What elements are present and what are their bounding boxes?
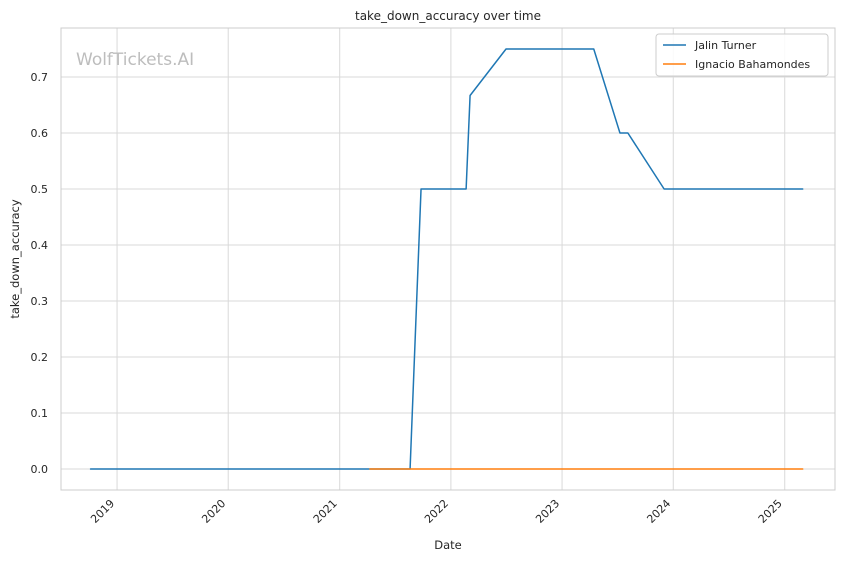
y-tick-label: 0.7 bbox=[31, 71, 49, 84]
chart-title: take_down_accuracy over time bbox=[355, 9, 541, 23]
legend-box bbox=[655, 33, 829, 77]
plot-area bbox=[60, 27, 836, 491]
y-axis-label: take_down_accuracy bbox=[8, 199, 22, 318]
series-line-0 bbox=[89, 48, 804, 470]
legend: Jalin Turner Ignacio Bahamondes bbox=[655, 33, 829, 77]
y-tick-label: 0.2 bbox=[31, 351, 49, 364]
y-tick-label: 0.5 bbox=[31, 183, 49, 196]
y-axis-ticks: 0.0 0.1 0.2 0.3 0.4 0.5 0.6 0.7 bbox=[31, 71, 49, 476]
legend-label-1: Ignacio Bahamondes bbox=[695, 58, 810, 71]
x-axis-label: Date bbox=[434, 538, 462, 552]
series-layer bbox=[89, 48, 804, 470]
y-tick-label: 0.3 bbox=[31, 295, 49, 308]
legend-items: Jalin Turner Ignacio Bahamondes bbox=[663, 39, 810, 71]
y-tick-label: 0.6 bbox=[31, 127, 49, 140]
y-tick-label: 0.0 bbox=[31, 463, 49, 476]
watermark: WolfTickets.AI bbox=[76, 50, 194, 70]
y-tick-label: 0.4 bbox=[31, 239, 49, 252]
y-tick-label: 0.1 bbox=[31, 407, 49, 420]
legend-label-0: Jalin Turner bbox=[694, 39, 757, 52]
